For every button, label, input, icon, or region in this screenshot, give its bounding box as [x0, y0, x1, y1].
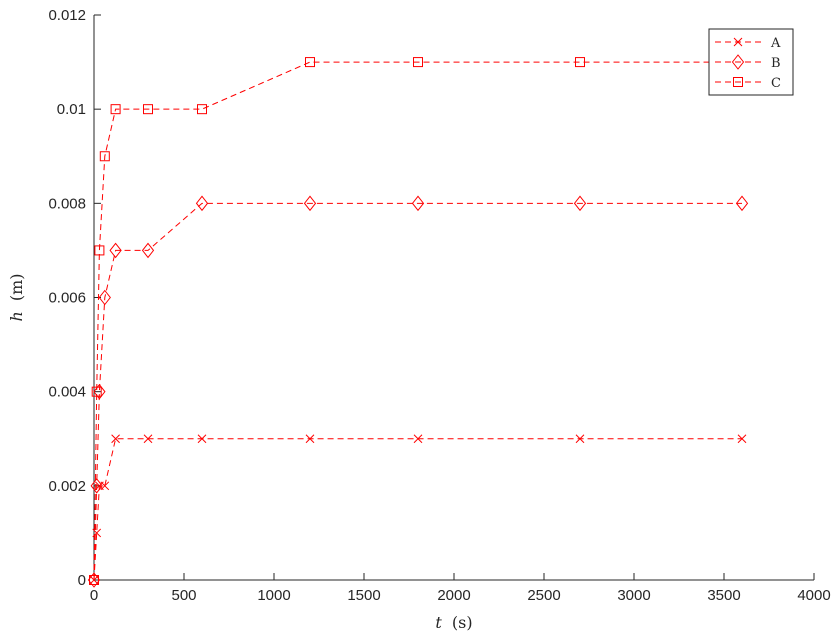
x-tick-label: 1000 [257, 587, 290, 604]
data-point-C [143, 104, 153, 115]
x-tick-label: 2500 [527, 587, 560, 604]
marker-stroke [197, 434, 207, 444]
labels-layer: t (s) h (m) [7, 273, 473, 632]
x-axis-symbol: t [435, 613, 442, 632]
data-point-B [141, 242, 155, 259]
data-point-B [735, 195, 749, 212]
data-point-A [305, 434, 315, 444]
marker-stroke [143, 434, 153, 444]
legend-label: B [771, 56, 781, 71]
data-point-A [100, 481, 110, 491]
series-line-A [93, 438, 742, 581]
x-tick-label: 2000 [437, 587, 470, 604]
data-point-B [411, 195, 425, 212]
legend-entry-C: C [715, 76, 781, 91]
data-point-C [110, 104, 121, 115]
data-point-A [143, 434, 153, 444]
y-tick-label: 0 [78, 572, 86, 589]
data-point-C [197, 104, 207, 115]
series-B [87, 195, 749, 588]
legend-label: A [770, 36, 781, 51]
y-tick-label: 0.004 [48, 384, 86, 401]
series-line-C [93, 61, 742, 581]
data-point-C [305, 57, 315, 68]
y-tick-label: 0.002 [48, 478, 86, 495]
x-axis-unit: (s) [452, 613, 473, 632]
series-C [89, 57, 747, 585]
x-tick-label: 3000 [617, 587, 650, 604]
legend-marker [733, 77, 743, 87]
x-tick-label: 4000 [797, 587, 830, 604]
marker-stroke [100, 481, 110, 491]
series-A [89, 434, 747, 585]
series-line-B [93, 202, 742, 581]
legend: ABC [708, 28, 794, 96]
y-tick-label: 0.01 [57, 101, 86, 118]
x-tick-label: 0 [90, 587, 98, 604]
x-tick-label: 1500 [347, 587, 380, 604]
legend-entry-A: A [715, 36, 781, 51]
data-point-B [93, 383, 106, 400]
data-point-B [87, 572, 101, 588]
legend-marker [731, 54, 745, 70]
data-point-C [89, 575, 99, 585]
data-point-A [197, 434, 207, 444]
data-point-A [413, 434, 423, 444]
legend-label: C [771, 76, 781, 91]
data-point-B [303, 195, 317, 212]
data-point-A [575, 434, 585, 444]
legend-entry-B: B [715, 54, 781, 71]
x-axis-label: t (s) [435, 613, 472, 632]
y-tick-label: 0.012 [48, 7, 86, 24]
data-point-B [573, 195, 587, 212]
data-point-B [109, 242, 122, 259]
x-tick-label: 3500 [707, 587, 740, 604]
marker-stroke [413, 434, 423, 444]
data-point-B [195, 195, 209, 212]
series-layer [87, 57, 749, 588]
data-point-A [92, 528, 102, 538]
y-axis-symbol: h [7, 311, 26, 321]
y-axis-label: h (m) [7, 273, 26, 321]
marker-stroke [92, 528, 102, 538]
data-point-C [94, 245, 105, 256]
y-axis-unit: (m) [7, 273, 26, 301]
data-point-C [413, 57, 423, 68]
data-point-A [111, 434, 120, 444]
x-tick-label: 500 [171, 587, 196, 604]
marker-stroke [575, 434, 585, 444]
marker-stroke [111, 434, 120, 444]
data-point-A [737, 434, 747, 444]
data-point-B [90, 478, 103, 494]
data-point-C [99, 151, 110, 162]
data-point-C [575, 57, 585, 68]
data-point-C [91, 386, 102, 397]
data-point-B [98, 289, 111, 306]
axes-layer: 0 500 1000 1500 2000 2500 3000 3500 4000 0 0.002 0.… [48, 7, 830, 604]
marker-stroke [737, 434, 747, 444]
marker-stroke [305, 434, 315, 444]
y-tick-label: 0.008 [48, 195, 86, 212]
legend-marker [733, 37, 743, 47]
y-tick-label: 0.006 [48, 290, 86, 307]
marker-stroke [733, 37, 743, 47]
